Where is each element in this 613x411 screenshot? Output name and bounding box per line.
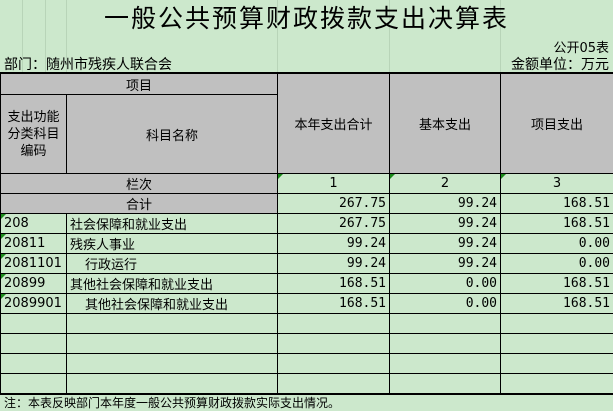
header-name: 科目名称 bbox=[65, 94, 279, 174]
row-number-2: 2 bbox=[389, 173, 502, 194]
empty-cell bbox=[277, 313, 391, 334]
row-v3: 168.51 bbox=[500, 213, 613, 234]
empty-cell bbox=[500, 373, 613, 395]
row-v1: 99.24 bbox=[277, 233, 391, 254]
empty-cell bbox=[277, 353, 391, 374]
department-label: 部门：随州市残疾人联合会 bbox=[4, 57, 172, 73]
row-name: 社会保障和就业支出 bbox=[65, 213, 279, 234]
row-v3: 168.51 bbox=[500, 293, 613, 314]
table-row: 208 社会保障和就业支出 267.75 99.24 168.51 bbox=[0, 213, 613, 234]
row-code: 20811 bbox=[0, 233, 67, 254]
header-col3: 项目支出 bbox=[500, 72, 613, 174]
empty-cell bbox=[500, 313, 613, 334]
row-v1: 99.24 bbox=[277, 253, 391, 274]
row-v3: 168.51 bbox=[500, 273, 613, 294]
table-row: 2089901 其他社会保障和就业支出 168.51 0.00 168.51 bbox=[0, 293, 613, 314]
table-row: 20899 其他社会保障和就业支出 168.51 0.00 168.51 bbox=[0, 273, 613, 294]
form-number: 公开05表 bbox=[553, 41, 609, 56]
row-v3: 0.00 bbox=[500, 233, 613, 254]
empty-cell bbox=[389, 373, 502, 395]
empty-cell bbox=[65, 353, 279, 374]
sheet-gridline bbox=[500, 0, 501, 72]
row-name: 其他社会保障和就业支出 bbox=[65, 273, 279, 294]
row-v1: 168.51 bbox=[277, 293, 391, 314]
total-row: 合计 267.75 99.24 168.51 bbox=[0, 193, 613, 214]
empty-row bbox=[0, 333, 613, 354]
empty-cell bbox=[277, 333, 391, 354]
row-name: 其他社会保障和就业支出 bbox=[65, 293, 279, 314]
empty-cell bbox=[65, 333, 279, 354]
sheet-gridline bbox=[277, 0, 278, 72]
empty-cell bbox=[389, 333, 502, 354]
sheet-gridline bbox=[45, 0, 46, 72]
row-code: 208 bbox=[0, 213, 67, 234]
total-v2: 99.24 bbox=[389, 193, 502, 214]
empty-cell bbox=[389, 353, 502, 374]
expenditure-table: 项目 本年支出合计 基本支出 项目支出 支出功能分类科目编码 科目名称 栏次 1… bbox=[0, 72, 613, 395]
row-v2: 99.24 bbox=[389, 213, 502, 234]
header-item: 项目 bbox=[0, 72, 279, 95]
empty-cell bbox=[389, 313, 502, 334]
row-number-label: 栏次 bbox=[0, 173, 279, 194]
empty-cell bbox=[65, 373, 279, 395]
empty-cell bbox=[0, 373, 67, 395]
row-number-1: 1 bbox=[277, 173, 391, 194]
sheet-gridline bbox=[66, 0, 67, 72]
row-v2: 99.24 bbox=[389, 233, 502, 254]
unit-label: 金额单位：万元 bbox=[511, 57, 609, 73]
row-code: 2089901 bbox=[0, 293, 67, 314]
empty-cell bbox=[500, 353, 613, 374]
row-code: 2081101 bbox=[0, 253, 67, 274]
header-col1: 本年支出合计 bbox=[277, 72, 391, 174]
row-v1: 267.75 bbox=[277, 213, 391, 234]
empty-cell bbox=[500, 333, 613, 354]
table-row: 20811 残疾人事业 99.24 99.24 0.00 bbox=[0, 233, 613, 254]
empty-cell bbox=[0, 333, 67, 354]
row-v3: 0.00 bbox=[500, 253, 613, 274]
row-v2: 0.00 bbox=[389, 273, 502, 294]
total-v3: 168.51 bbox=[500, 193, 613, 214]
page-title: 一般公共预算财政拨款支出决算表 bbox=[103, 4, 509, 33]
row-name: 残疾人事业 bbox=[65, 233, 279, 254]
sheet-gridline bbox=[22, 0, 23, 72]
header-col2: 基本支出 bbox=[389, 72, 502, 174]
table-row: 2081101 行政运行 99.24 99.24 0.00 bbox=[0, 253, 613, 274]
row-code: 20899 bbox=[0, 273, 67, 294]
row-number-3: 3 bbox=[500, 173, 613, 194]
row-v2: 0.00 bbox=[389, 293, 502, 314]
empty-cell bbox=[65, 313, 279, 334]
empty-row bbox=[0, 313, 613, 334]
row-name: 行政运行 bbox=[65, 253, 279, 274]
empty-cell bbox=[0, 353, 67, 374]
total-v1: 267.75 bbox=[277, 193, 391, 214]
footnote: 注：本表反映部门本年度一般公共预算财政拨款实际支出情况。 bbox=[4, 396, 341, 410]
empty-cell bbox=[277, 373, 391, 395]
sheet-gridline bbox=[389, 0, 390, 72]
empty-row bbox=[0, 353, 613, 374]
row-v2: 99.24 bbox=[389, 253, 502, 274]
total-label: 合计 bbox=[0, 193, 279, 214]
header-code: 支出功能分类科目编码 bbox=[0, 94, 67, 174]
empty-cell bbox=[0, 313, 67, 334]
row-v1: 168.51 bbox=[277, 273, 391, 294]
empty-row bbox=[0, 373, 613, 395]
